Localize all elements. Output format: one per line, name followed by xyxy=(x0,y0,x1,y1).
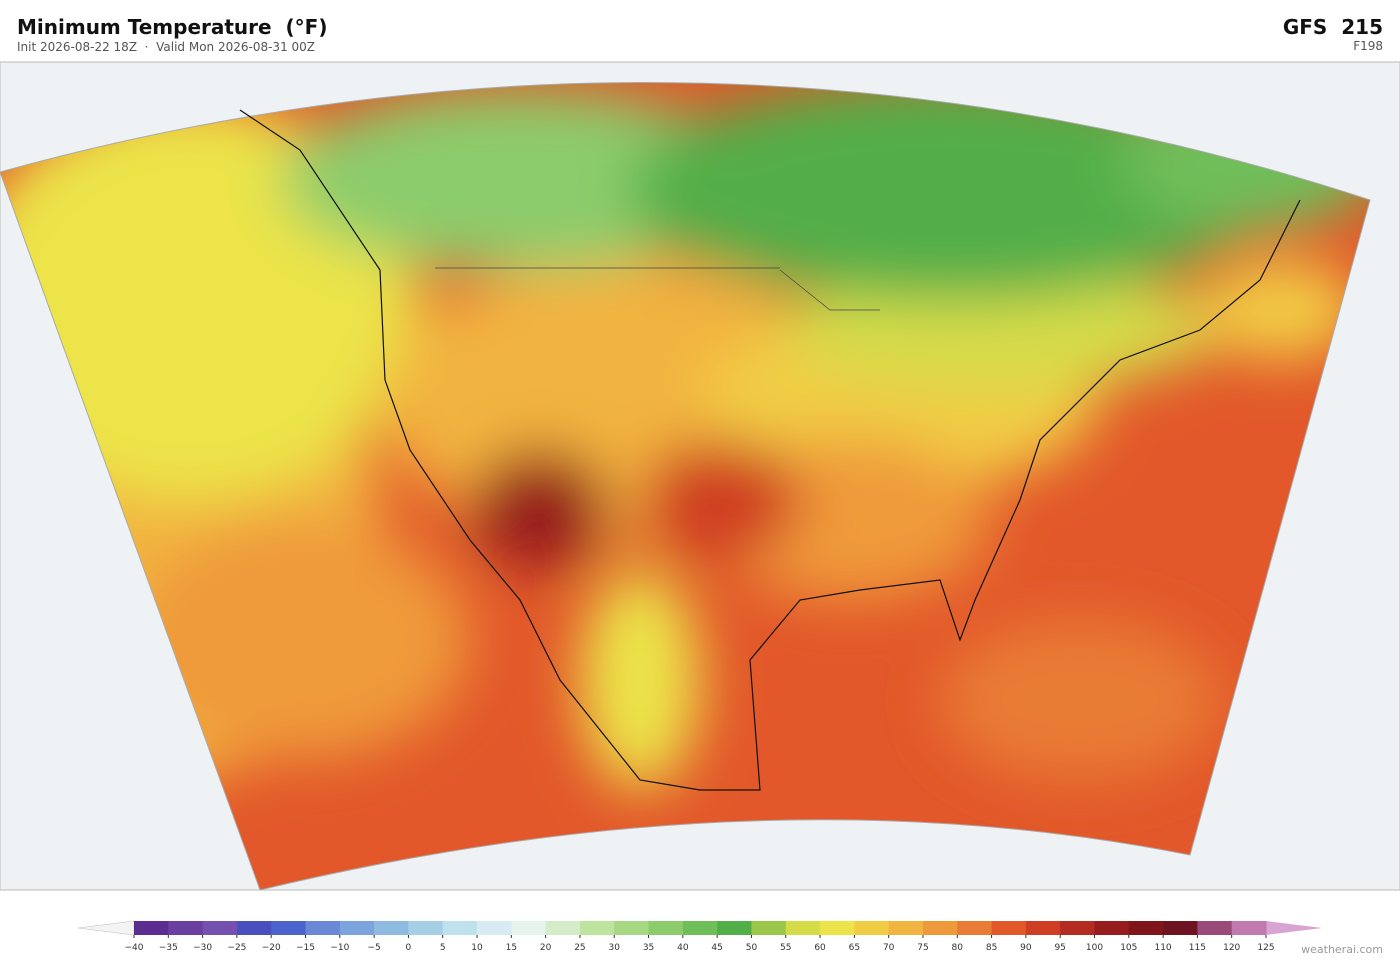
tick-label: 20 xyxy=(540,943,552,953)
domain-edge xyxy=(0,82,1371,891)
colorbar-bin xyxy=(717,921,752,935)
tick-label: 0 xyxy=(406,943,412,953)
tick-label: 65 xyxy=(849,943,860,953)
forecast-hour: F198 xyxy=(1353,39,1383,53)
colorbar-bin xyxy=(854,921,890,935)
tick-label: 90 xyxy=(1020,943,1032,953)
tick-label: 110 xyxy=(1154,943,1171,953)
subtitle: Init 2026-08-22 18Z · Valid Mon 2026-08-… xyxy=(17,40,315,54)
colorbar-bin xyxy=(991,921,1027,935)
model-label: GFS 215 xyxy=(1283,15,1383,39)
colorbar-bin xyxy=(408,921,444,935)
tick-label: −10 xyxy=(330,943,349,953)
colorbar-bin xyxy=(1025,921,1061,935)
colorbar-bin xyxy=(957,921,993,935)
colorbar-bin xyxy=(1094,921,1130,935)
tick-label: −5 xyxy=(367,943,380,953)
colorbar-bin xyxy=(820,921,855,935)
colorbar-bin xyxy=(1197,921,1233,935)
tick-label: 115 xyxy=(1189,943,1206,953)
colorbar-bin xyxy=(1231,921,1267,935)
colorbar-bin xyxy=(922,921,958,935)
tick-label: 50 xyxy=(746,943,758,953)
tick-label: −40 xyxy=(125,943,144,953)
tick-label: −30 xyxy=(193,943,212,953)
colorbar-bin xyxy=(271,921,307,935)
tick-label: 70 xyxy=(883,943,895,953)
tick-label: 85 xyxy=(986,943,997,953)
tick-label: −25 xyxy=(227,943,246,953)
tick-label: 45 xyxy=(711,943,722,953)
colorbar-bin xyxy=(1128,921,1164,935)
tick-label: 125 xyxy=(1257,943,1274,953)
colorbar-bin xyxy=(545,921,581,935)
tick-label: 100 xyxy=(1086,943,1103,953)
coastline xyxy=(239,109,1301,791)
tick-label: 120 xyxy=(1223,943,1240,953)
colorbar-bin xyxy=(751,921,787,935)
border xyxy=(435,267,880,311)
colorbar-bin xyxy=(305,921,341,935)
colorbar-bin xyxy=(374,921,409,935)
tick-label: −35 xyxy=(159,943,178,953)
colorbar-bin xyxy=(511,921,547,935)
temperature-field xyxy=(0,82,1370,890)
colorbar-bin xyxy=(682,921,718,935)
tick-label: 35 xyxy=(643,943,654,953)
colorbar-bin xyxy=(888,921,924,935)
tick-label: 40 xyxy=(677,943,689,953)
colorbar-bin xyxy=(785,921,821,935)
tick-label: −15 xyxy=(296,943,315,953)
colorbar-bin xyxy=(442,921,478,935)
colorbar-bin xyxy=(648,921,684,935)
colorbar-bin xyxy=(1163,921,1198,935)
colorbar-bin xyxy=(579,921,615,935)
colorbar-bin xyxy=(477,921,512,935)
tick-label: 25 xyxy=(574,943,585,953)
tick-label: −20 xyxy=(262,943,281,953)
tick-label: 55 xyxy=(780,943,791,953)
tick-label: 95 xyxy=(1054,943,1065,953)
colorbar-bin xyxy=(168,921,204,935)
colorbar-bin xyxy=(236,921,272,935)
tick-label: 15 xyxy=(506,943,517,953)
tick-label: 10 xyxy=(471,943,483,953)
colorbar-over xyxy=(1266,921,1322,935)
tick-label: 30 xyxy=(609,943,621,953)
colorbar-bin xyxy=(202,921,238,935)
tick-label: 5 xyxy=(440,943,446,953)
tick-label: 80 xyxy=(952,943,964,953)
colorbar: −40 −35 −30 −25 −20 −15 −10 −5 0 5 10 15 20 25 30 35 40 4… xyxy=(77,920,1322,953)
colorbar-bin xyxy=(614,921,650,935)
tick-label: 75 xyxy=(917,943,928,953)
colorbar-bin xyxy=(134,921,169,935)
colorbar-bin xyxy=(339,921,375,935)
credit: weatherai.com xyxy=(1301,943,1383,956)
tick-label: 60 xyxy=(814,943,826,953)
colorbar-bin xyxy=(1060,921,1095,935)
tick-label: 105 xyxy=(1120,943,1137,953)
title: Minimum Temperature (°F) xyxy=(17,15,327,39)
colorbar-under xyxy=(77,920,135,936)
